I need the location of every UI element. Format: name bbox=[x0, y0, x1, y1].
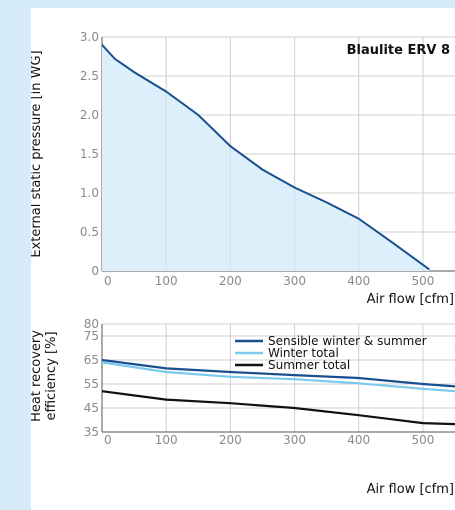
efficiency-line-2 bbox=[101, 390, 455, 426]
y-tick-label: 1.0 bbox=[80, 186, 99, 200]
x-tick-label: 300 bbox=[283, 274, 306, 288]
x-tick-label: 100 bbox=[155, 274, 178, 288]
x-tick-label: 200 bbox=[219, 433, 242, 447]
chart-panel: 0 0.5 1.0 1.5 2.0 2.5 3.0 0 100 200 300 400 500 Blaul… bbox=[31, 8, 455, 510]
x-tick-label: 100 bbox=[155, 433, 178, 447]
pressure-area bbox=[102, 44, 430, 271]
y-tick-label: 35 bbox=[84, 425, 99, 439]
y-tick-label: 65 bbox=[84, 353, 99, 367]
x-axis-title: Air flow [cfm] bbox=[367, 482, 454, 497]
legend-label-1: Winter total bbox=[268, 346, 339, 360]
x-tick-label: 500 bbox=[411, 433, 434, 447]
x-tick-label: 0 bbox=[104, 274, 112, 288]
y-axis-title: External static pressure [in WG] bbox=[31, 50, 44, 257]
y-tick-label: 0.5 bbox=[80, 225, 99, 239]
x-tick-label: 400 bbox=[347, 274, 370, 288]
legend-label-0: Sensible winter & summer bbox=[268, 334, 427, 348]
x-axis-title: Air flow [cfm] bbox=[367, 292, 454, 307]
y-tick-label: 45 bbox=[84, 401, 99, 415]
y-tick-label: 2.5 bbox=[80, 69, 99, 83]
legend-label-2: Summer total bbox=[268, 358, 350, 372]
y-tick-label: 1.5 bbox=[80, 147, 99, 161]
y-tick-label: 0 bbox=[91, 264, 99, 278]
y-tick-label: 2.0 bbox=[80, 108, 99, 122]
x-tick-label: 0 bbox=[104, 433, 112, 447]
chart-svg: 0 0.5 1.0 1.5 2.0 2.5 3.0 0 100 200 300 400 500 Blaul… bbox=[31, 30, 455, 497]
y-axis-title-line-2: efficiency [%] bbox=[44, 331, 59, 420]
y-tick-label: 3.0 bbox=[80, 30, 99, 44]
pressure-curve bbox=[101, 44, 430, 271]
x-tick-label: 300 bbox=[283, 433, 306, 447]
x-tick-label: 200 bbox=[219, 274, 242, 288]
y-tick-label: 75 bbox=[84, 329, 99, 343]
efficiency-line-1 bbox=[101, 361, 455, 393]
chart-title: Blaulite ERV 8 bbox=[347, 43, 450, 58]
x-tick-label: 400 bbox=[347, 433, 370, 447]
y-tick-label: 80 bbox=[84, 317, 99, 331]
y-axis-title-line-1: Heat recovery bbox=[31, 330, 44, 422]
x-tick-label: 500 bbox=[411, 274, 434, 288]
y-tick-label: 55 bbox=[84, 377, 99, 391]
efficiency-line-0 bbox=[101, 358, 455, 388]
